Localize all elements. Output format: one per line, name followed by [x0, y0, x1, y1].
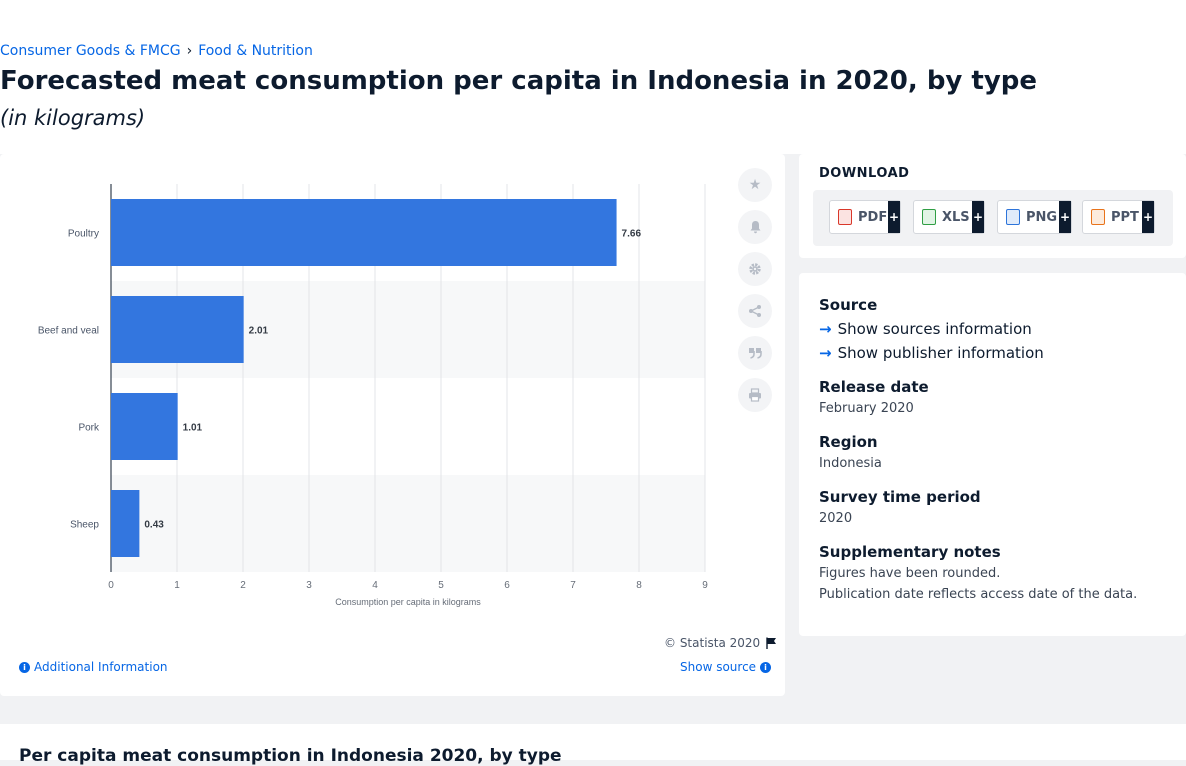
plus-icon: +: [888, 201, 900, 233]
release-date-heading: Release date: [819, 378, 929, 396]
ppt-icon: [1091, 209, 1105, 225]
bar-value-label: 2.01: [249, 326, 269, 337]
plus-icon: +: [1142, 201, 1154, 233]
show-sources-label: Show sources information: [837, 320, 1032, 338]
gear-icon[interactable]: [738, 252, 772, 286]
related-statistic-card: Per capita meat consumption in Indonesia…: [0, 724, 1186, 766]
breadcrumb-separator: ›: [186, 43, 193, 59]
x-tick-label: 7: [570, 580, 576, 591]
bar-value-label: 7.66: [622, 229, 642, 240]
download-pdf-label: PDF: [858, 209, 888, 225]
download-ppt-button[interactable]: PPT +: [1082, 200, 1155, 234]
download-card: DOWNLOAD PDF + XLS + PNG + PPT +: [799, 154, 1186, 258]
region-value: Indonesia: [819, 456, 882, 471]
page-title: Forecasted meat consumption per capita i…: [0, 66, 1038, 96]
top-bar: [0, 0, 1186, 40]
download-xls-button[interactable]: XLS +: [913, 200, 985, 234]
category-label: Pork: [78, 423, 100, 434]
copyright-text: © Statista 2020: [664, 636, 761, 650]
bar: [111, 393, 178, 460]
arrow-right-icon: →: [819, 344, 832, 362]
additional-information-label: Additional Information: [34, 660, 168, 674]
header-area: [0, 40, 1186, 154]
breadcrumb: Consumer Goods & FMCG › Food & Nutrition: [0, 43, 313, 59]
print-icon[interactable]: [738, 378, 772, 412]
show-source-link[interactable]: Show source i: [680, 660, 772, 674]
x-axis-title: Consumption per capita in kilograms: [335, 597, 481, 607]
x-tick-label: 8: [636, 580, 642, 591]
survey-period-heading: Survey time period: [819, 488, 981, 506]
supplementary-note-2: Publication date reflects access date of…: [819, 587, 1138, 602]
info-icon: i: [760, 661, 772, 673]
x-tick-label: 3: [306, 580, 312, 591]
release-date-value: February 2020: [819, 401, 914, 416]
statistic-info-card: Source → Show sources information → Show…: [799, 273, 1186, 636]
category-label: Poultry: [68, 229, 99, 240]
show-publisher-label: Show publisher information: [837, 344, 1044, 362]
share-icon[interactable]: [738, 294, 772, 328]
plus-icon: +: [972, 201, 984, 233]
show-source-label: Show source: [680, 660, 757, 674]
x-tick-label: 6: [504, 580, 510, 591]
download-ppt-label: PPT: [1111, 209, 1139, 225]
page-subtitle: (in kilograms): [0, 106, 146, 130]
plus-icon: +: [1059, 201, 1071, 233]
flag-icon[interactable]: [766, 637, 777, 649]
download-buttons-row: PDF + XLS + PNG + PPT +: [813, 190, 1173, 246]
x-tick-label: 4: [372, 580, 378, 591]
x-tick-label: 5: [438, 580, 444, 591]
bar: [111, 296, 244, 363]
x-tick-label: 1: [174, 580, 180, 591]
additional-information-link[interactable]: i Additional Information: [19, 660, 168, 674]
breadcrumb-food-nutrition[interactable]: Food & Nutrition: [198, 43, 313, 59]
download-png-button[interactable]: PNG +: [997, 200, 1072, 234]
download-xls-label: XLS: [942, 209, 970, 225]
arrow-right-icon: →: [819, 320, 832, 338]
quote-icon[interactable]: [738, 336, 772, 370]
bar: [111, 199, 617, 266]
source-heading: Source: [819, 296, 878, 314]
png-icon: [1006, 209, 1020, 225]
show-publisher-link[interactable]: → Show publisher information: [819, 344, 1044, 362]
supplementary-note-1: Figures have been rounded.: [819, 566, 1001, 581]
bar-chart: 0 1 2 3 4 5 6 7 8 9 7.66 Poultry 2.01 Beef and veal 1.…: [38, 184, 708, 607]
download-pdf-button[interactable]: PDF +: [829, 200, 901, 234]
related-statistic-title[interactable]: Per capita meat consumption in Indonesia…: [19, 746, 562, 766]
x-tick-label: 0: [108, 580, 114, 591]
x-tick-label: 2: [240, 580, 246, 591]
breadcrumb-consumer-goods[interactable]: Consumer Goods & FMCG: [0, 43, 181, 59]
info-icon: i: [19, 661, 30, 673]
download-heading: DOWNLOAD: [819, 166, 910, 181]
bar-value-label: 0.43: [144, 520, 164, 531]
survey-period-value: 2020: [819, 511, 853, 526]
supplementary-notes-heading: Supplementary notes: [819, 543, 1001, 561]
region-heading: Region: [819, 433, 878, 451]
show-sources-link[interactable]: → Show sources information: [819, 320, 1032, 338]
statista-copyright: © Statista 2020: [664, 636, 777, 650]
x-tick-label: 9: [702, 580, 708, 591]
bar: [111, 490, 140, 557]
category-label: Beef and veal: [38, 326, 99, 337]
star-icon[interactable]: ★: [738, 168, 772, 202]
row-stripe: [111, 475, 705, 572]
bar-value-label: 1.01: [183, 423, 203, 434]
pdf-icon: [838, 209, 852, 225]
category-label: Sheep: [70, 520, 99, 531]
bell-icon[interactable]: [738, 210, 772, 244]
chart-toolbar: ★: [738, 168, 772, 420]
download-png-label: PNG: [1026, 209, 1058, 225]
xls-icon: [922, 209, 936, 225]
